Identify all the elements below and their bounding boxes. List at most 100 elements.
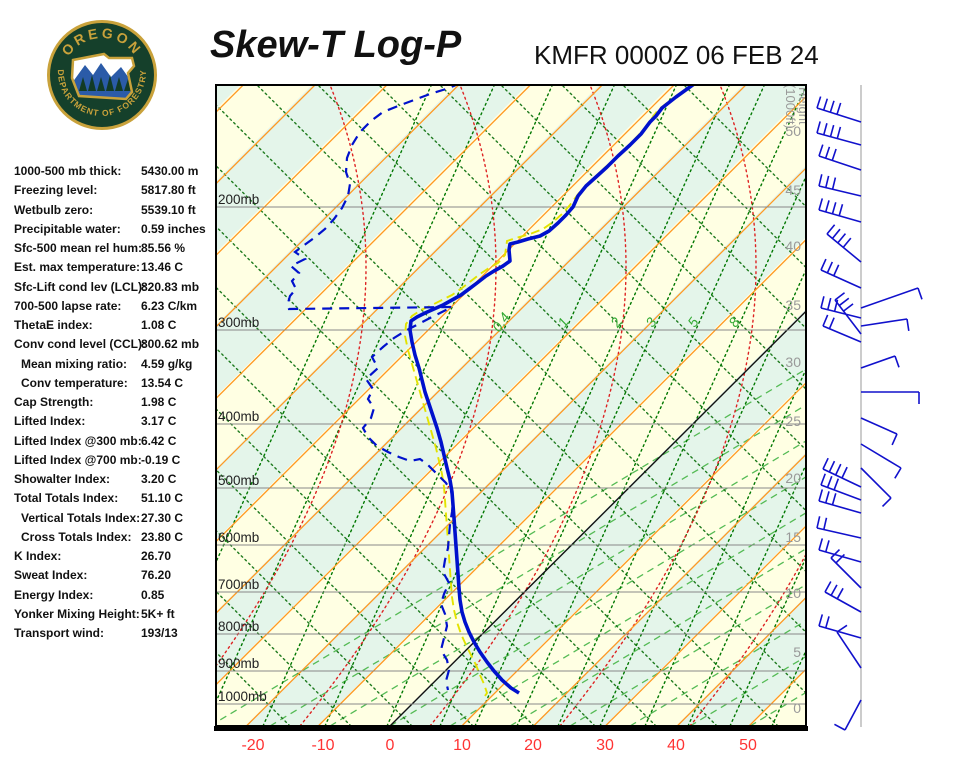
pressure-label: 300mb [218,315,259,330]
isotherm-line [821,85,960,726]
stat-row: Energy Index: 0.85 [14,588,214,607]
temp-axis-label: 40 [667,737,685,754]
height-tick-label: 35 [785,297,801,313]
stat-row: Est. max temperature: 13.46 C [14,260,214,279]
moist-adiabat-dotted [689,552,806,726]
dry-adiabat-dotted [216,468,474,726]
pressure-label: 200mb [218,192,259,207]
pressure-label: 700mb [218,577,259,592]
moist-adiabat-dashed [509,258,806,726]
dry-adiabat-dotted [256,85,806,634]
isotherm-line [216,85,460,328]
stat-row: Wetbulb zero: 5539.10 ft [14,203,214,222]
pressure-label: 1000mb [218,689,267,704]
stat-label: Lifted Index: [14,414,86,429]
wind-barb [816,121,862,146]
dry-adiabat-dotted [216,225,718,726]
wind-barb [818,144,862,171]
stat-label: Sfc-500 mean rel hum: [14,241,143,255]
stat-row: Yonker Mixing Height: 5K+ ft [14,607,214,626]
stat-value: 800.62 mb [141,337,200,352]
wind-barb [836,624,862,669]
stat-label: Lifted Index @300 mb: [14,433,142,448]
height-tick-label: 25 [785,413,801,429]
pressure-label: 400mb [218,409,259,424]
isotherm-line [0,85,171,726]
stat-row: Sweat Index: 76.20 [14,568,214,587]
stat-label: Precipitable water: [14,221,121,236]
dry-adiabat-dotted [216,347,596,726]
stat-value: 0.59 inches [141,221,206,236]
isotherm-line [216,85,675,543]
height-tick-label: 20 [785,470,801,486]
temp-band [216,85,241,110]
dry-adiabat-dotted [216,408,535,726]
height-tick-label: 45 [785,182,801,198]
wind-barb [822,457,862,488]
temp-axis-label: 0 [386,737,395,754]
stat-row: Cross Totals Index: 23.80 C [14,530,214,549]
stat-row: Lifted Index @300 mb: 6.42 C [14,434,214,453]
stat-row: Mean mixing ratio: 4.59 g/kg [14,357,214,376]
wind-barb [861,391,920,404]
moist-adiabat-dotted [429,85,627,726]
wind-barb [818,489,862,514]
temp-band [245,165,806,726]
dry-adiabat-dotted [216,164,779,726]
wetbulb-curve [404,85,691,701]
stat-value: 3.20 C [141,472,177,486]
stat-label: Freezing level: [14,183,98,198]
stat-value: 26.70 [141,549,172,563]
isotherm-line [461,381,806,726]
station-timestamp: KMFR 0000Z 06 FEB 24 [534,40,819,70]
stat-value: 4.59 g/kg [141,356,193,371]
page-title: Skew-T Log-P [210,24,462,66]
temp-band [216,93,806,726]
height-tick-label: 10 [785,585,801,601]
logo-emblem [70,52,136,101]
stat-row: Sfc-500 mean rel hum: 85.56 % [14,241,214,260]
wind-barb [834,292,862,335]
stat-row: Conv cond level (CCL): 800.62 mb [14,337,214,356]
height-tick-label: 50 [785,123,801,139]
stat-value: 5817.80 ft [141,183,196,198]
wind-barb [860,443,902,479]
wind-barb [830,548,862,589]
wind-barb [826,224,862,263]
moist-adiabat-dashed [930,85,960,726]
logo-river [72,91,134,99]
stat-value: 23.80 C [141,529,184,544]
isotherm-line [216,85,388,257]
temp-band [216,85,806,684]
stat-row: K Index: 26.70 [14,549,214,568]
dry-adiabat-dotted [439,85,806,451]
wind-barb [816,516,862,539]
stat-label: Energy Index: [14,587,94,602]
wind-barb [860,318,910,331]
temp-band [676,596,806,726]
stat-row: Conv temperature: 13.54 C [14,376,214,395]
height-axis-title-units: (1000ft) [783,84,798,129]
moist-adiabat-dotted [299,85,497,726]
temp-band [460,380,806,726]
height-tick-label: 15 [785,529,801,545]
stat-label: Conv cond level (CCL): [14,337,147,352]
stat-row: Total Totals Index: 51.10 C [14,491,214,510]
stat-label: Lifted Index @700 mb: [14,452,142,467]
height-axis-title: Height [796,87,811,125]
isotherm-line [604,525,806,726]
stat-value: 820.83 mb [141,279,200,294]
stat-row: Vertical Totals Index: 27.30 C [14,511,214,530]
temp-axis-label: 50 [739,737,757,754]
dry-adiabat-dotted [216,103,806,695]
stat-value: 13.54 C [141,375,184,390]
stat-row: Precipitable water: 0.59 inches [14,222,214,241]
moist-adiabat-dashed [870,85,960,726]
stat-label: Cross Totals Index: [21,529,132,544]
stat-value: 5430.00 m [141,164,199,178]
stat-value: -0.19 C [141,452,181,467]
stat-label: Sweat Index: [14,568,88,583]
temp-axis-label: -10 [311,737,334,754]
stat-value: 1.98 C [141,395,177,409]
